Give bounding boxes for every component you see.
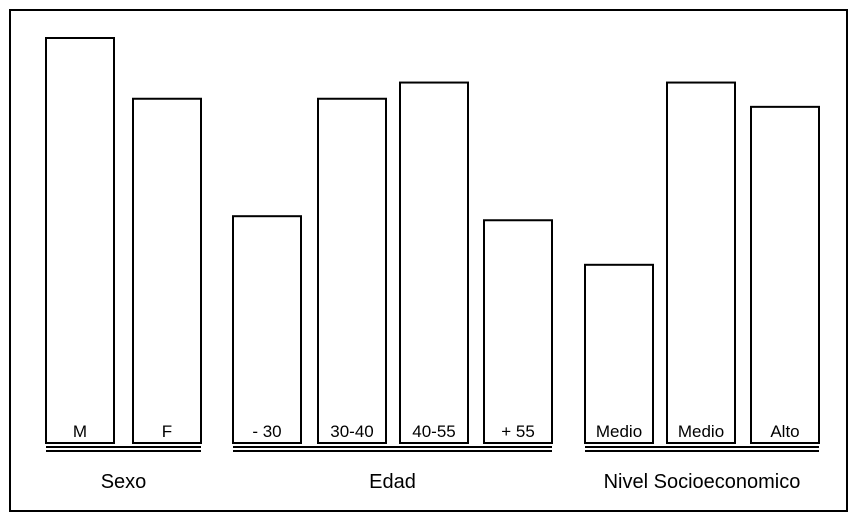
bar-edad-55-3 — [483, 219, 553, 444]
bar-edad-40-55-2 — [399, 81, 469, 445]
tick-label-edad-1: 30-40 — [330, 422, 373, 441]
bar-nivel-socioeconomico-medio-1 — [666, 81, 736, 445]
tick-label-sexo-1: F — [162, 422, 172, 441]
bar-edad-30-40-1 — [317, 97, 387, 444]
tick-label-nivel-socioeconomico-2: Alto — [770, 422, 799, 441]
tick-label-nivel-socioeconomico-1: Medio — [678, 422, 724, 441]
group-label-sexo: Sexo — [101, 471, 147, 493]
group-label-edad: Edad — [369, 471, 416, 493]
tick-label-sexo-0: M — [73, 422, 87, 441]
bar-sexo-f-1 — [132, 97, 202, 444]
bar-nivel-socioeconomico-alto-2 — [750, 105, 820, 444]
bar-nivel-socioeconomico-medio-0 — [584, 263, 654, 444]
bars-layer — [45, 37, 820, 445]
bar-sexo-m-0 — [45, 37, 115, 444]
labels-layer: M F - 30 30-40 40-55 + 55 Medio Medio Alto — [73, 422, 800, 441]
group-label-nivel-socioeconomico: Nivel Socioeconomico — [604, 471, 801, 493]
tick-label-edad-2: 40-55 — [412, 422, 455, 441]
tick-label-nivel-socioeconomico-0: Medio — [596, 422, 642, 441]
bar-edad-30-0 — [232, 215, 302, 444]
groups-layer: Sexo Edad Nivel Socioeconomico — [46, 446, 819, 493]
tick-label-edad-3: + 55 — [501, 422, 535, 441]
tick-label-edad-0: - 30 — [252, 422, 281, 441]
